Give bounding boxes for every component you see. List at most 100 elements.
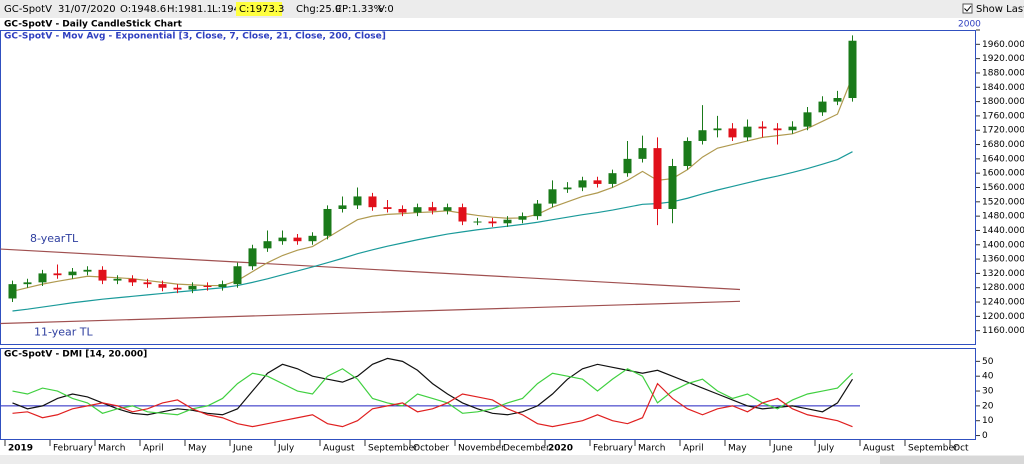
x-tick-label: May: [728, 444, 747, 454]
candle-body: [683, 140, 692, 167]
candle-body: [188, 285, 197, 290]
candle-body: [368, 196, 377, 208]
y-tick-label: 1840.000: [982, 83, 1024, 93]
y-tick-label: 10: [982, 416, 994, 426]
y-tick-label: 40: [982, 372, 994, 382]
y-tick-label: 1600.000: [982, 169, 1024, 179]
nav-buttons[interactable]: [880, 456, 1024, 464]
y-tick-label: 1520.000: [982, 197, 1024, 207]
candle-body: [638, 148, 647, 159]
y-tick-label: 1200.000: [982, 312, 1024, 322]
candle-body: [113, 278, 122, 281]
candle-body: [428, 207, 437, 211]
show-last[interactable]: Show Last: [976, 4, 1024, 15]
chart-title: GC-SpotV - Daily CandleStick Chart: [4, 20, 183, 30]
volume: V:0: [378, 4, 394, 15]
y-tick-label: 1880.000: [982, 68, 1024, 78]
candle-body: [308, 235, 317, 242]
candle-body: [218, 284, 227, 288]
candle-body: [38, 273, 47, 283]
candle-body: [623, 158, 632, 174]
y-tick-label: 1640.000: [982, 154, 1024, 164]
change-pct: CP:1.33%: [335, 4, 383, 15]
candle-body: [488, 221, 497, 224]
dmi-title: GC-SpotV - DMI [14, 20.000]: [4, 350, 147, 360]
line-series: [12, 151, 853, 312]
trendline-label: 11-year TL: [34, 326, 94, 339]
y-tick-label: 1920.000: [982, 54, 1024, 64]
open: O:1948.6: [120, 4, 166, 15]
candle-body: [848, 40, 857, 99]
y-tick-label: 1160.000: [982, 326, 1024, 336]
x-tick-label: February: [53, 444, 94, 454]
candle-body: [743, 126, 752, 138]
y-tick-label: 1320.000: [982, 269, 1024, 279]
candle-body: [83, 269, 92, 272]
price-panel: [0, 30, 976, 345]
candle-body: [383, 207, 392, 209]
x-tick-label: Oct: [953, 444, 969, 454]
candle-body: [578, 180, 587, 188]
candle-body: [398, 208, 407, 213]
y-tick-label: 1560.000: [982, 183, 1024, 193]
candle-body: [728, 128, 737, 138]
symbol: GC-SpotV: [4, 4, 52, 15]
x-tick-label: 2020: [548, 444, 573, 454]
y-tick-label: 0: [982, 431, 988, 441]
candle-body: [413, 207, 422, 213]
candle-body: [773, 128, 782, 131]
candle-body: [593, 180, 602, 184]
x-tick-label: March: [638, 444, 665, 454]
x-tick-label: August: [323, 444, 355, 454]
line-series: [12, 368, 853, 416]
candle-body: [833, 98, 842, 102]
candle-body: [533, 203, 542, 217]
close-highlight: [236, 2, 282, 16]
high: H:1981.1: [167, 4, 213, 15]
line-series: [12, 357, 854, 416]
candle-body: [263, 241, 272, 249]
candle-body: [788, 126, 797, 131]
candle-body: [518, 216, 527, 220]
candle-body: [158, 284, 167, 288]
candle-body: [338, 205, 347, 209]
y-tick-label: 1440.000: [982, 226, 1024, 236]
checkbox[interactable]: [962, 3, 973, 14]
x-tick-label: July: [277, 444, 295, 454]
candle-body: [233, 266, 242, 285]
y-tick-label: 20: [982, 401, 994, 411]
candle-body: [713, 128, 722, 131]
candle-body: [443, 207, 452, 211]
x-tick-label: July: [817, 444, 835, 454]
y-tick-label: 1760.000: [982, 111, 1024, 121]
y-tick-label: 1960.000: [982, 40, 1024, 50]
candle-body: [803, 112, 812, 127]
candle-body: [248, 248, 257, 267]
candle-body: [698, 130, 707, 141]
close: C:1973.3: [239, 4, 284, 15]
candle-body: [353, 196, 362, 206]
x-tick-label: November: [458, 444, 505, 454]
y-tick-label: 1720.000: [982, 126, 1024, 136]
y-tick-label: 1280.000: [982, 283, 1024, 293]
x-tick-label: December: [503, 444, 550, 454]
x-tick-label: October: [413, 444, 449, 454]
low: L:1948: [212, 4, 246, 15]
candle-body: [293, 237, 302, 242]
candle-body: [473, 221, 482, 223]
date: 31/07/2020: [58, 4, 116, 15]
scrollbar[interactable]: [0, 455, 1024, 464]
candle-body: [818, 101, 827, 113]
x-tick-label: June: [232, 444, 253, 454]
y-tick-label: 1680.000: [982, 140, 1024, 150]
candle-body: [323, 208, 332, 236]
x-tick-label: August: [863, 444, 895, 454]
x-tick-label: May: [188, 444, 207, 454]
candle-body: [608, 173, 617, 184]
candle-body: [128, 278, 137, 283]
candle-body: [278, 237, 287, 242]
y-tick-label: 50: [982, 357, 994, 367]
change: Chg:25.9: [296, 4, 341, 15]
x-tick-label: September: [908, 444, 958, 454]
y-tick-label: 2000: [958, 20, 981, 30]
